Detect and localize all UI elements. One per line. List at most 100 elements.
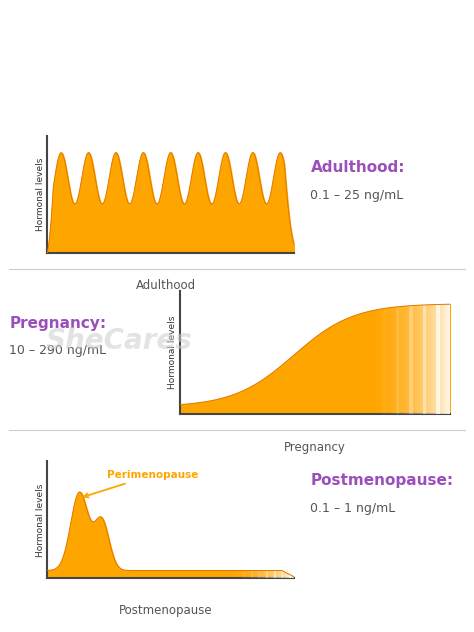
Bar [394, 291, 395, 414]
Bar [289, 461, 291, 578]
Text: Adulthood: Adulthood [136, 279, 196, 291]
Bar [269, 461, 270, 578]
Y-axis label: Hormonal levels: Hormonal levels [36, 483, 45, 557]
Bar [237, 461, 239, 578]
Bar [242, 461, 244, 578]
Bar [443, 291, 444, 414]
Bar [267, 461, 269, 578]
Bar [225, 461, 226, 578]
Bar [249, 461, 250, 578]
Bar [400, 291, 401, 414]
Bar [382, 291, 383, 414]
Bar [428, 291, 429, 414]
Bar [251, 461, 253, 578]
Bar [423, 291, 425, 414]
Bar [264, 461, 265, 578]
Bar [427, 291, 428, 414]
Bar [253, 461, 254, 578]
Bar [417, 291, 418, 414]
Text: Postmenopause: Postmenopause [119, 604, 212, 617]
Bar [408, 291, 410, 414]
Bar [262, 461, 263, 578]
Bar [409, 291, 410, 414]
Bar [255, 461, 256, 578]
Text: Perimenopause: Perimenopause [84, 470, 198, 497]
Bar [383, 291, 384, 414]
Bar [390, 291, 391, 414]
Bar [418, 291, 419, 414]
Bar [396, 291, 398, 414]
Bar [438, 291, 440, 414]
Bar [365, 291, 366, 414]
Text: SheCares: SheCares [45, 327, 192, 355]
Bar [275, 461, 277, 578]
Bar [372, 291, 373, 414]
Bar [288, 461, 290, 578]
Bar [265, 461, 266, 578]
Bar [440, 291, 442, 414]
Bar [391, 291, 392, 414]
Bar [403, 291, 404, 414]
Bar [448, 291, 449, 414]
Bar [366, 291, 367, 414]
Text: Postmenopause:: Postmenopause: [310, 473, 454, 488]
Bar [395, 291, 397, 414]
Bar [428, 291, 430, 414]
Bar [389, 291, 390, 414]
Bar [278, 461, 279, 578]
Bar [283, 461, 284, 578]
Bar [435, 291, 437, 414]
Bar [229, 461, 231, 578]
Bar [384, 291, 386, 414]
Bar [377, 291, 378, 414]
Y-axis label: Hormonal levels: Hormonal levels [36, 157, 45, 231]
Bar [431, 291, 432, 414]
Bar [368, 291, 370, 414]
Bar [374, 291, 375, 414]
Bar [430, 291, 431, 414]
Bar [245, 461, 246, 578]
Bar [411, 291, 413, 414]
Text: 0.1 – 25 ng/mL: 0.1 – 25 ng/mL [310, 190, 404, 202]
Bar [447, 291, 448, 414]
Bar [259, 461, 261, 578]
Bar [266, 461, 268, 578]
Bar [272, 461, 273, 578]
Bar [369, 291, 371, 414]
Bar [419, 291, 420, 414]
Bar [367, 291, 368, 414]
Bar [287, 461, 288, 578]
Bar [374, 291, 376, 414]
Bar [234, 461, 236, 578]
Bar [388, 291, 389, 414]
Bar [436, 291, 438, 414]
Bar [378, 291, 379, 414]
Bar [442, 291, 443, 414]
Bar [444, 291, 445, 414]
Bar [274, 461, 276, 578]
Bar [271, 461, 272, 578]
Bar [404, 291, 405, 414]
Text: Pregnancy: Pregnancy [284, 441, 346, 454]
Bar [291, 461, 292, 578]
Bar [261, 461, 262, 578]
Bar [232, 461, 233, 578]
Bar [283, 461, 285, 578]
Bar [235, 461, 237, 578]
Text: Ranges of Normal: Ranges of Normal [91, 28, 383, 56]
Bar [385, 291, 387, 414]
Text: Pregnancy:: Pregnancy: [9, 316, 107, 331]
Bar [292, 461, 293, 578]
Bar [270, 461, 271, 578]
Bar [231, 461, 232, 578]
Bar [381, 291, 383, 414]
Bar [406, 291, 407, 414]
Bar [422, 291, 424, 414]
Bar [445, 291, 446, 414]
Bar [286, 461, 287, 578]
Bar [258, 461, 260, 578]
Bar [373, 291, 374, 414]
Bar [257, 461, 258, 578]
Bar [254, 461, 255, 578]
Bar [401, 291, 402, 414]
